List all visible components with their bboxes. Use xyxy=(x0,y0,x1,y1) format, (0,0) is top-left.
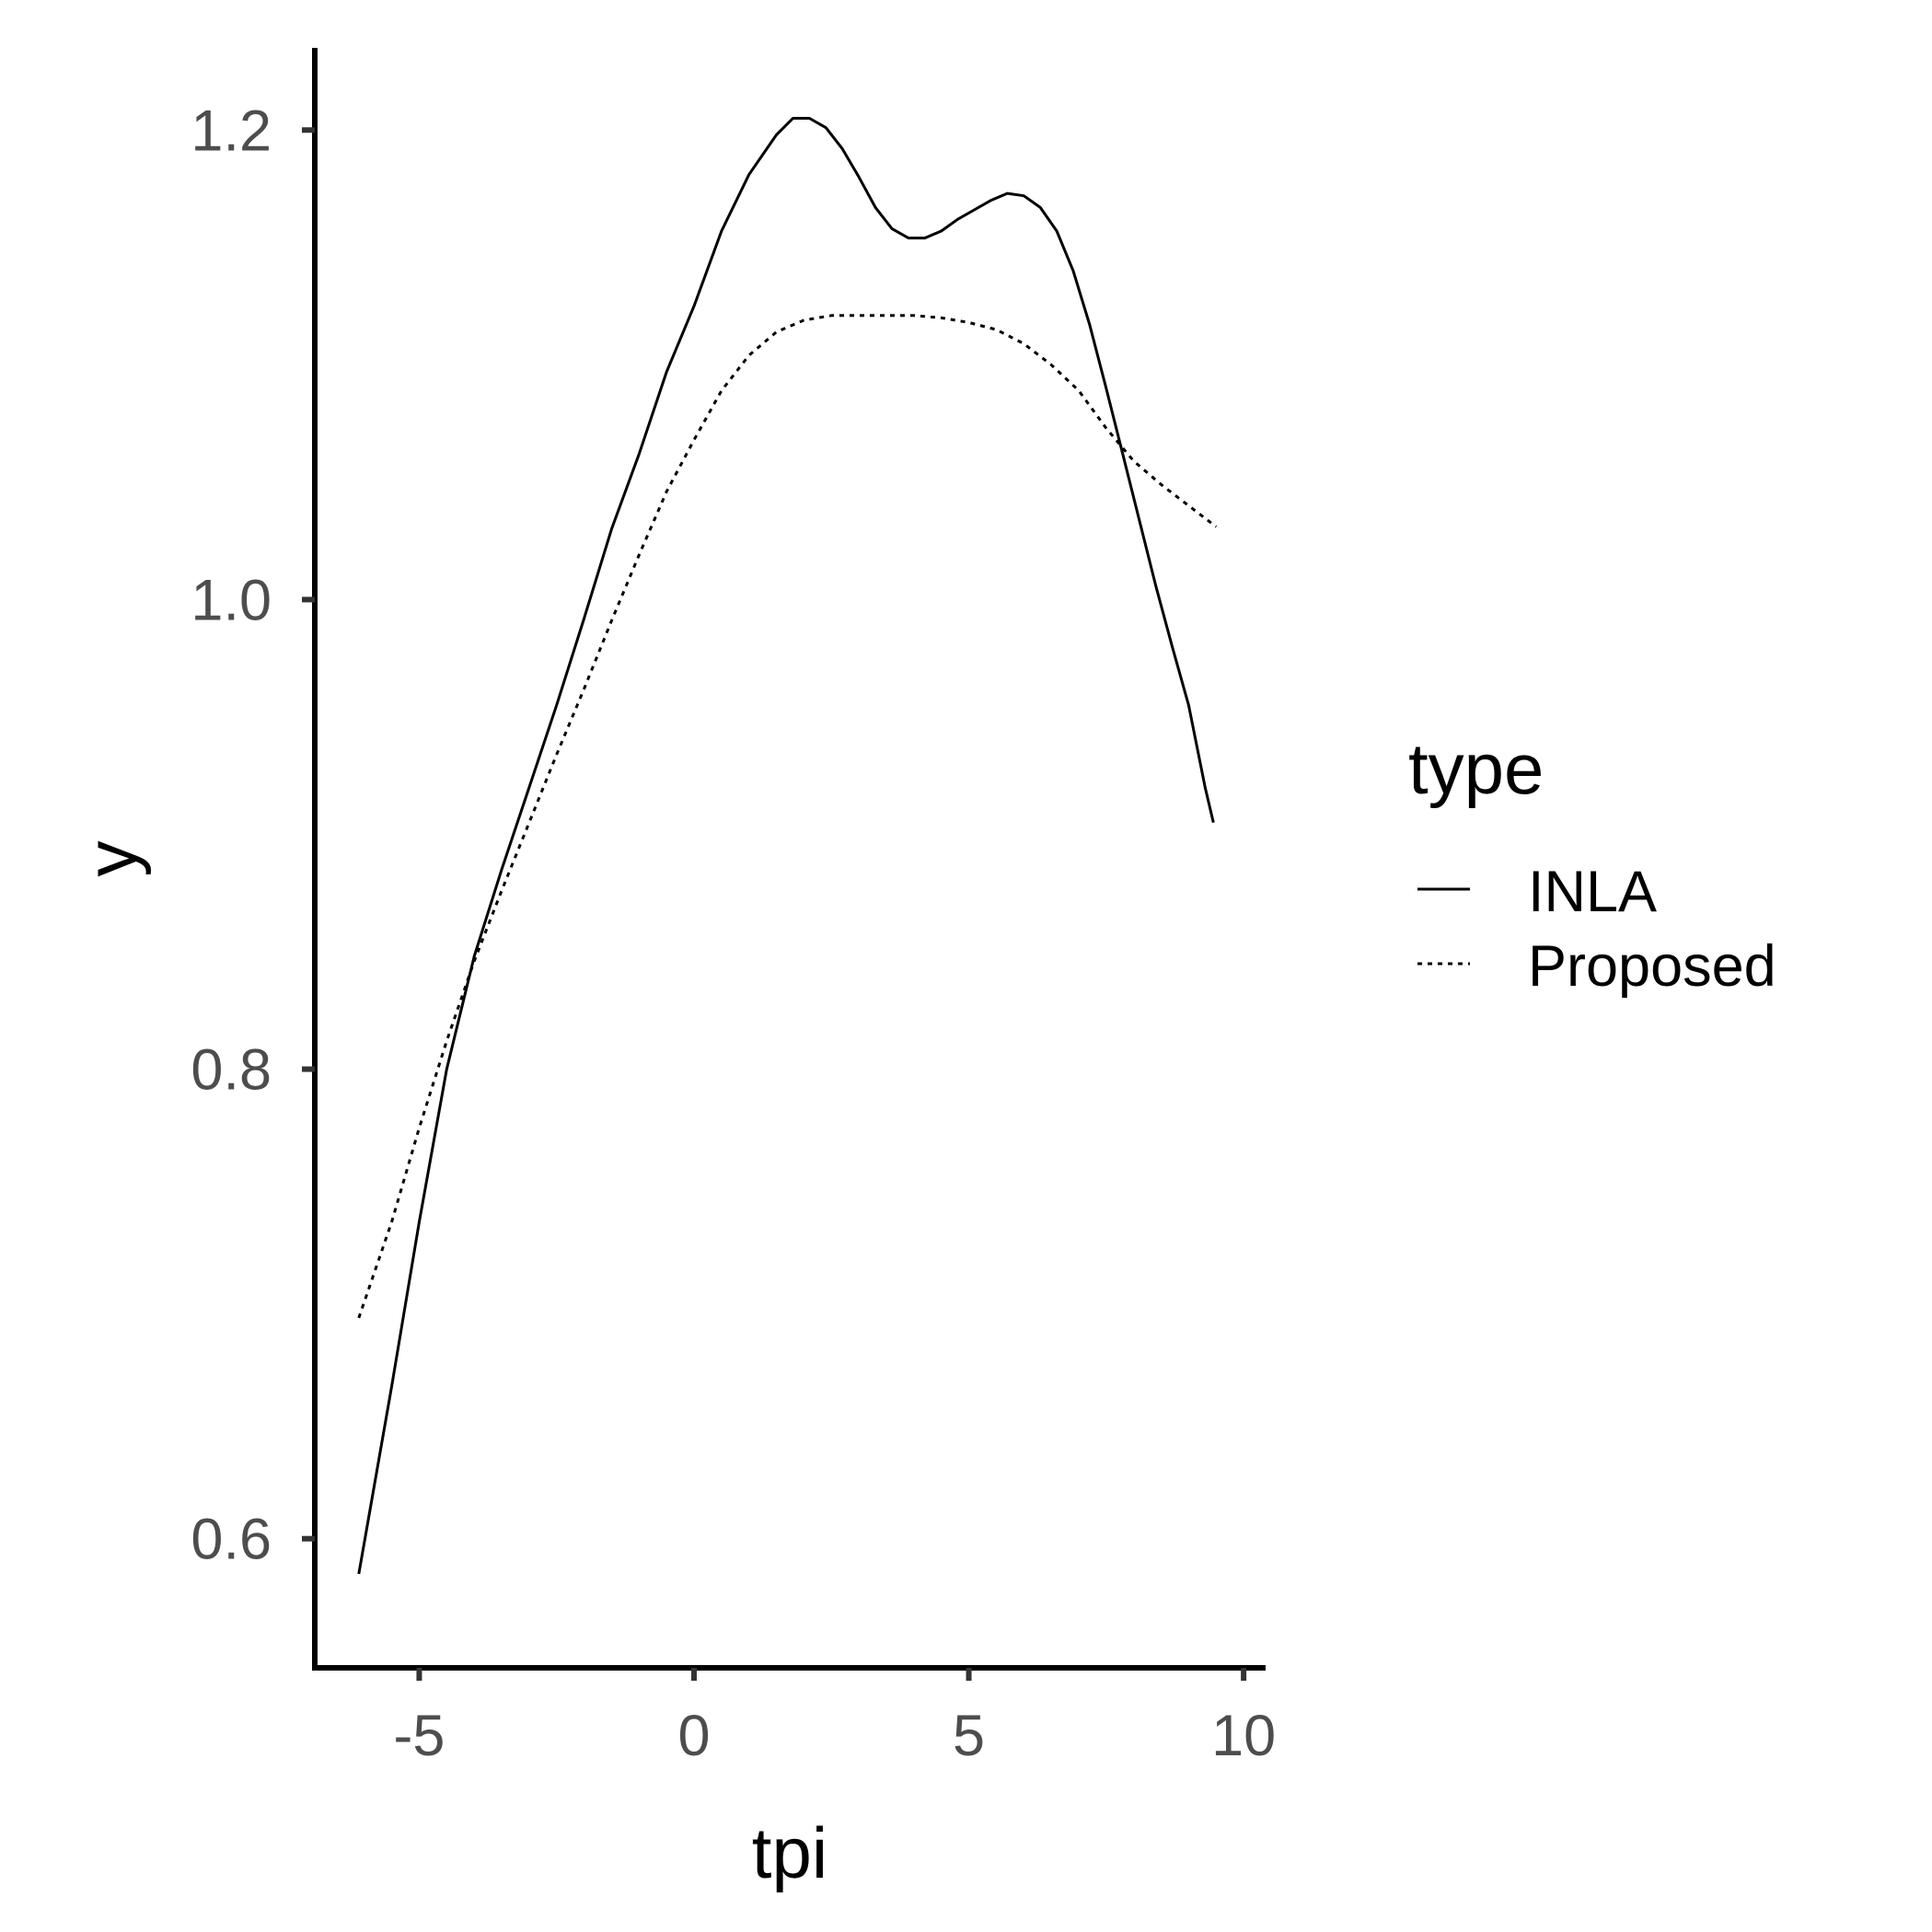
x-tick-label: 10 xyxy=(1211,1704,1276,1768)
y-tick-label: 0.6 xyxy=(191,1508,272,1572)
x-tick-label: 0 xyxy=(677,1704,710,1768)
plot-area xyxy=(357,117,1218,1575)
x-axis-title: tpi xyxy=(752,1812,827,1893)
series-line-inla xyxy=(357,117,1215,1575)
y-tick-label: 1.0 xyxy=(191,568,272,632)
y-ticks: 0.6 0.8 1.0 1.2 xyxy=(191,98,315,1572)
y-axis-title: y xyxy=(71,841,152,877)
legend: type INLA Proposed xyxy=(1408,728,1776,999)
legend-label-inla: INLA xyxy=(1528,860,1657,924)
legend-label-proposed: Proposed xyxy=(1528,934,1776,999)
y-tick-label: 1.2 xyxy=(191,98,272,163)
x-tick-label: -5 xyxy=(393,1704,445,1768)
y-tick-label: 0.8 xyxy=(191,1038,272,1103)
x-ticks: -5 0 5 10 xyxy=(393,1668,1276,1768)
legend-title: type xyxy=(1408,728,1544,809)
series-line-proposed xyxy=(357,314,1218,1319)
x-tick-label: 5 xyxy=(953,1704,985,1768)
